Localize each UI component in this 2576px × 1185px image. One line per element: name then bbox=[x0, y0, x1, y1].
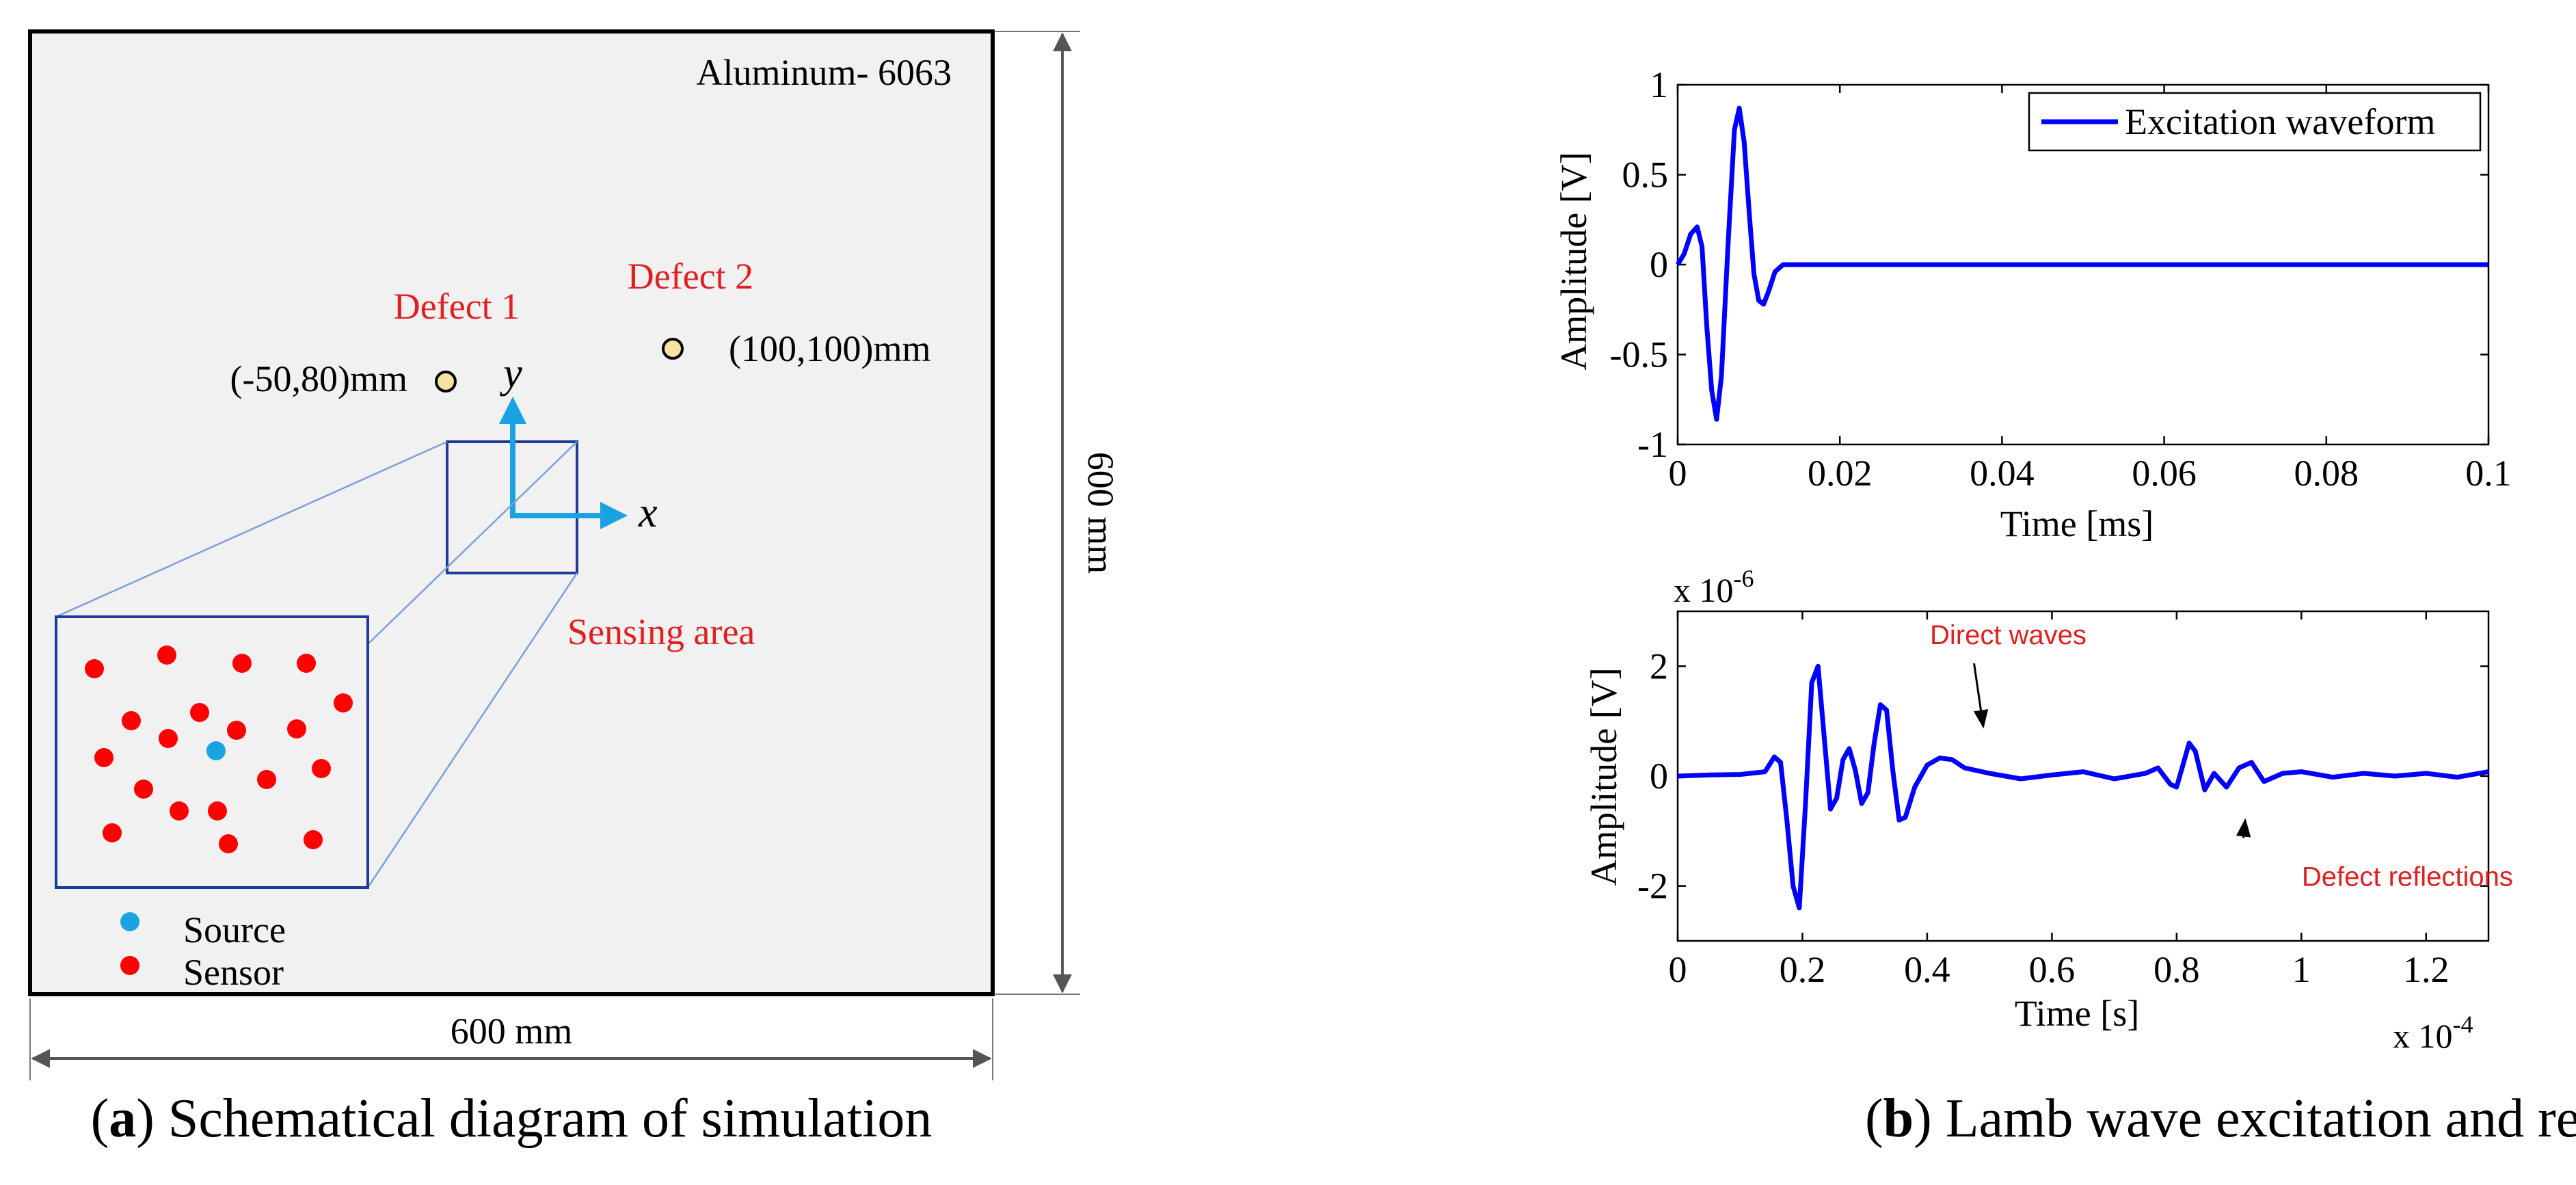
source-dot bbox=[206, 741, 226, 760]
x-tick-label: 0 bbox=[1669, 453, 1687, 494]
x-tick-label: 1 bbox=[2292, 949, 2311, 990]
defect-1-coord: (-50,80)mm bbox=[230, 358, 407, 399]
x-tick-label: 0.4 bbox=[1904, 949, 1950, 990]
chart2-xlabel: Time [s] bbox=[2015, 993, 2140, 1034]
chart1-legend-label: Excitation waveform bbox=[2125, 101, 2435, 142]
height-dim-label: 600 mm bbox=[1080, 452, 1121, 574]
sensor-dot bbox=[157, 645, 176, 665]
defect-1-marker bbox=[435, 371, 457, 392]
sensor-dot bbox=[257, 770, 276, 789]
y-tick-label: 1 bbox=[1650, 64, 1668, 105]
defect-2-marker bbox=[662, 338, 684, 360]
x-tick-label: 0.06 bbox=[2132, 453, 2197, 494]
caption-a: (a) Schematical diagram of simulation bbox=[91, 1089, 933, 1149]
sensor-dot bbox=[227, 721, 246, 740]
response-line bbox=[1677, 663, 2489, 911]
chart2-annotations: Direct waves Defect reflections bbox=[1930, 620, 2513, 892]
material-label: Aluminum- 6063 bbox=[697, 52, 952, 93]
chart2-ticks: 0 0.2 0.4 0.6 0.8 1 1.2 2 0 -2 bbox=[1637, 611, 2488, 990]
y-tick-label: -0.5 bbox=[1610, 334, 1668, 375]
defect-reflections-label: Defect reflections bbox=[2302, 862, 2513, 892]
sensor-dot bbox=[170, 801, 189, 821]
x-tick-label: 1.2 bbox=[2403, 949, 2450, 990]
sensing-area-label: Sensing area bbox=[567, 611, 755, 652]
sensor-dot bbox=[312, 759, 331, 778]
legend-source-dot bbox=[120, 912, 139, 931]
caption-b: (b) Lamb wave excitation and response bbox=[1865, 1089, 2576, 1149]
y-tick-label: -1 bbox=[1637, 424, 1668, 465]
y-tick-label: -2 bbox=[1637, 866, 1668, 907]
annotation-arrow bbox=[2236, 818, 2251, 838]
sensor-dot bbox=[232, 654, 252, 673]
defect-2-label: Defect 2 bbox=[628, 256, 753, 297]
sensor-dot bbox=[94, 748, 113, 767]
chart1-xlabel: Time [ms] bbox=[2000, 503, 2154, 544]
defect-1-label: Defect 1 bbox=[394, 286, 520, 327]
sensor-dot bbox=[190, 703, 209, 722]
sensor-dot bbox=[297, 654, 316, 673]
chart1-ticks: 0 0.02 0.04 0.06 0.08 0.1 1 0.5 0 -0.5 -1 bbox=[1610, 64, 2512, 494]
projection-line-mid bbox=[367, 441, 578, 645]
x-tick-label: 0.08 bbox=[2294, 453, 2359, 494]
sensor-dot bbox=[159, 729, 178, 748]
x-tick-label: 0.1 bbox=[2465, 453, 2512, 494]
chart2-x-exponent: x 10-4 bbox=[2393, 1011, 2473, 1055]
projection-line-top bbox=[55, 440, 448, 618]
x-tick-label: 0.04 bbox=[1970, 453, 2035, 494]
panel-a: Aluminum- 6063 Defect 1 Defect 2 (-50,80… bbox=[28, 29, 1121, 1149]
y-tick-label: 0.5 bbox=[1622, 155, 1669, 196]
x-tick-label: 0.02 bbox=[1808, 453, 1873, 494]
chart1-ylabel: Amplitude [V] bbox=[1553, 152, 1594, 370]
sensor-dot bbox=[122, 711, 141, 730]
width-dim-label: 600 mm bbox=[451, 1011, 573, 1052]
x-tick-label: 0.6 bbox=[2029, 949, 2076, 990]
x-tick-label: 0.2 bbox=[1780, 949, 1826, 990]
projection-line-bottom bbox=[366, 572, 578, 888]
defect-2-coord: (100,100)mm bbox=[729, 328, 930, 369]
sensor-array bbox=[85, 645, 353, 853]
legend-sensor-dot bbox=[120, 956, 139, 975]
sensor-dot bbox=[287, 719, 306, 738]
y-tick-label: 2 bbox=[1650, 645, 1668, 687]
y-tick-label: 0 bbox=[1650, 244, 1668, 285]
y-tick-label: 0 bbox=[1650, 756, 1668, 797]
direct-waves-label: Direct waves bbox=[1930, 620, 2087, 650]
legend-source-label: Source bbox=[183, 909, 286, 950]
sensor-dot bbox=[134, 780, 153, 799]
y-axis-label: y bbox=[499, 350, 522, 397]
x-axis-label: x bbox=[638, 490, 658, 536]
sensor-dot bbox=[334, 693, 353, 713]
response-chart: 0 0.2 0.4 0.6 0.8 1 1.2 2 0 -2 Time [s] Amplitude… bbox=[1583, 565, 2513, 1055]
excitation-chart: 0 0.02 0.04 0.06 0.08 0.1 1 0.5 0 -0.5 -1 Time [ms… bbox=[1553, 64, 2512, 544]
sensor-dot bbox=[85, 659, 104, 678]
legend-sensor-label: Sensor bbox=[183, 952, 284, 993]
sensor-dot bbox=[219, 834, 238, 853]
excitation-line bbox=[1676, 105, 2488, 422]
chart2-ylabel: Amplitude [V] bbox=[1583, 667, 1624, 886]
sensor-dot bbox=[208, 801, 227, 821]
chart2-y-exponent: x 10-6 bbox=[1674, 565, 1754, 609]
x-tick-label: 0 bbox=[1669, 949, 1687, 990]
panel-b: 0 0.02 0.04 0.06 0.08 0.1 1 0.5 0 -0.5 -1 Time [ms… bbox=[1553, 64, 2576, 1149]
x-tick-label: 0.8 bbox=[2154, 949, 2200, 990]
sensor-dot bbox=[103, 823, 122, 842]
sensor-dot bbox=[304, 830, 323, 849]
annotation-arrow bbox=[1973, 663, 1989, 729]
